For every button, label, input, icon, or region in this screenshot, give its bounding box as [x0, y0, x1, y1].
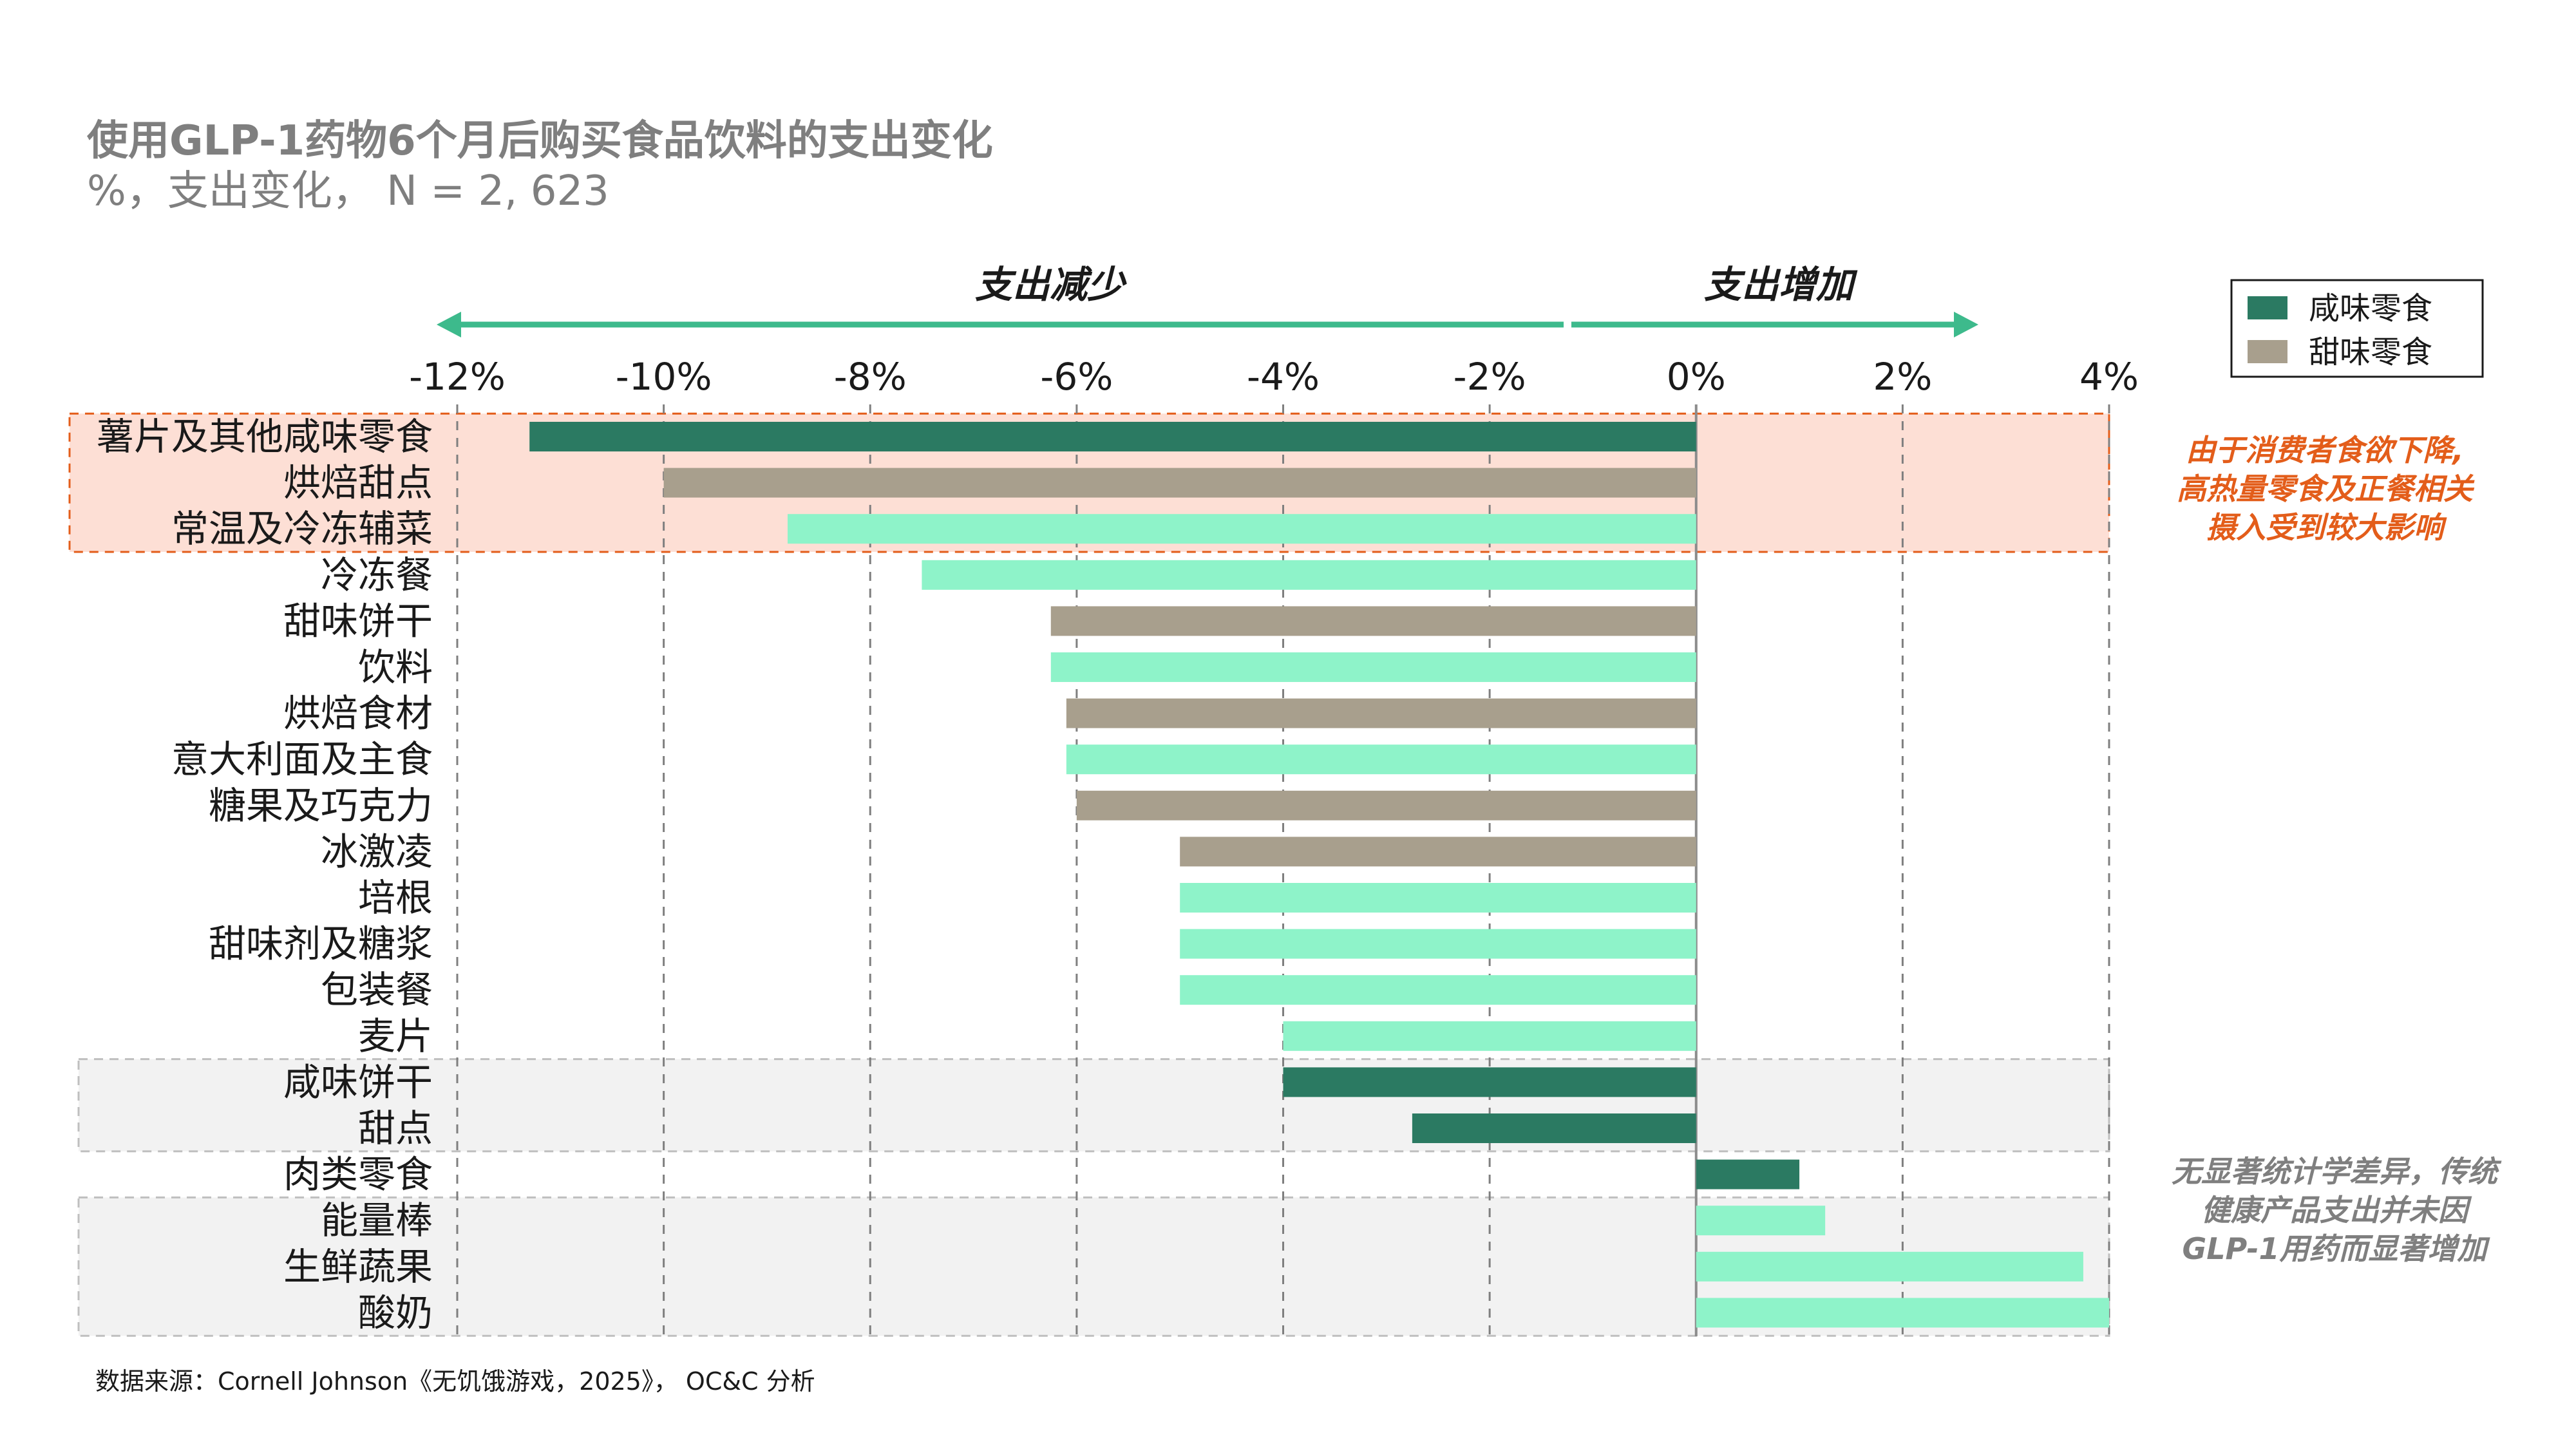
annotation-bottom: 无显著统计学差异，传统 健康产品支出并未因 GLP-1用药而显著增加 — [2172, 1154, 2502, 1266]
x-tick-label: 4% — [2079, 355, 2139, 399]
x-tick-labels: -12% -10% -8% -6% -4% -2% 0% 2% 4% — [409, 355, 2139, 399]
legend-label-sweet: 甜味零食 — [2309, 334, 2432, 370]
bars — [529, 422, 2109, 1328]
category-label: 烘焙食材 — [283, 692, 433, 735]
bar — [1696, 1298, 2109, 1328]
direction-arrows: 支出减少 支出增加 — [437, 263, 1978, 337]
annotation-bottom-line-2: 健康产品支出并未因 — [2201, 1193, 2472, 1227]
bar — [1066, 744, 1696, 775]
bar — [1066, 698, 1696, 728]
decrease-label: 支出减少 — [975, 263, 1127, 307]
bar — [1076, 790, 1696, 820]
source-note: 数据来源：Cornell Johnson《无饥饿游戏，2025》， OC&C 分… — [95, 1367, 815, 1396]
annotation-top-line-3: 摄入受到较大影响 — [2206, 510, 2447, 545]
bar — [1180, 929, 1696, 959]
bar — [1050, 606, 1696, 636]
increase-arrowhead — [1954, 312, 1978, 337]
legend-label-savory: 咸味零食 — [2309, 290, 2432, 327]
category-label: 酸奶 — [358, 1291, 433, 1334]
category-label: 薯片及其他咸味零食 — [97, 415, 433, 459]
bar — [1283, 1067, 1696, 1097]
annotation-top-line-2: 高热量零食及正餐相关 — [2177, 471, 2475, 506]
x-tick-label: 2% — [1873, 355, 1932, 399]
category-label: 甜味饼干 — [283, 599, 433, 643]
bar — [663, 468, 1696, 498]
chart-title: 使用GLP-1药物6个月后购买食品饮料的支出变化 — [87, 117, 993, 165]
category-label: 意大利面及主食 — [171, 737, 433, 781]
highlight-band-gray — [77, 1058, 2110, 1153]
decrease-arrowhead — [437, 312, 461, 337]
x-tick-label: -8% — [834, 355, 907, 399]
x-tick-label: 0% — [1667, 355, 1726, 399]
category-label: 包装餐 — [321, 968, 433, 1012]
x-tick-label: -4% — [1247, 355, 1320, 399]
bar — [1180, 883, 1696, 913]
bar — [788, 514, 1696, 544]
category-label: 生鲜蔬果 — [283, 1245, 433, 1289]
x-tick-label: -12% — [409, 355, 506, 399]
category-label: 甜点 — [358, 1106, 433, 1150]
chart-subtitle: %，支出变化， N = 2, 623 — [87, 167, 609, 215]
category-label: 冰激凌 — [321, 829, 433, 873]
category-label: 常温及冷冻辅菜 — [171, 507, 433, 551]
bar — [1180, 975, 1696, 1005]
bar — [529, 422, 1696, 451]
bar — [1050, 652, 1696, 682]
category-label: 饮料 — [358, 645, 433, 689]
category-label: 麦片 — [358, 1014, 433, 1058]
grid-lines — [456, 404, 2110, 1336]
category-label: 咸味饼干 — [283, 1060, 433, 1104]
annotation-top-line-1: 由于消费者食欲下降, — [2186, 433, 2463, 468]
legend-swatch-sweet — [2248, 340, 2287, 363]
annotation-bottom-line-3: GLP-1用药而显著增加 — [2182, 1231, 2490, 1266]
x-tick-label: -2% — [1454, 355, 1526, 399]
bar — [1696, 1206, 1826, 1236]
category-label: 烘焙甜点 — [283, 461, 433, 505]
legend-swatch-savory — [2248, 296, 2287, 319]
x-tick-label: -6% — [1040, 355, 1113, 399]
legend: 咸味零食 甜味零食 — [2230, 279, 2484, 378]
bar — [1180, 837, 1696, 867]
bar — [922, 560, 1696, 590]
x-tick-label: -10% — [616, 355, 712, 399]
annotation-bottom-line-1: 无显著统计学差异，传统 — [2172, 1154, 2502, 1189]
category-label: 糖果及巧克力 — [209, 784, 433, 828]
category-labels: 薯片及其他咸味零食烘焙甜点常温及冷冻辅菜冷冻餐甜味饼干饮料烘焙食材意大利面及主食… — [97, 415, 433, 1334]
bar — [1412, 1113, 1696, 1143]
bar — [1696, 1159, 1800, 1189]
category-label: 培根 — [358, 876, 433, 920]
category-label: 冷冻餐 — [321, 553, 433, 597]
category-label: 肉类零食 — [283, 1153, 433, 1197]
bar — [1283, 1021, 1696, 1051]
annotation-top: 由于消费者食欲下降, 高热量零食及正餐相关 摄入受到较大影响 — [2177, 433, 2475, 545]
bar — [1696, 1251, 2083, 1282]
category-label: 甜味剂及糖浆 — [209, 922, 433, 966]
increase-label: 支出增加 — [1704, 263, 1858, 307]
highlight-bands — [68, 412, 2110, 1337]
category-label: 能量棒 — [321, 1198, 433, 1242]
